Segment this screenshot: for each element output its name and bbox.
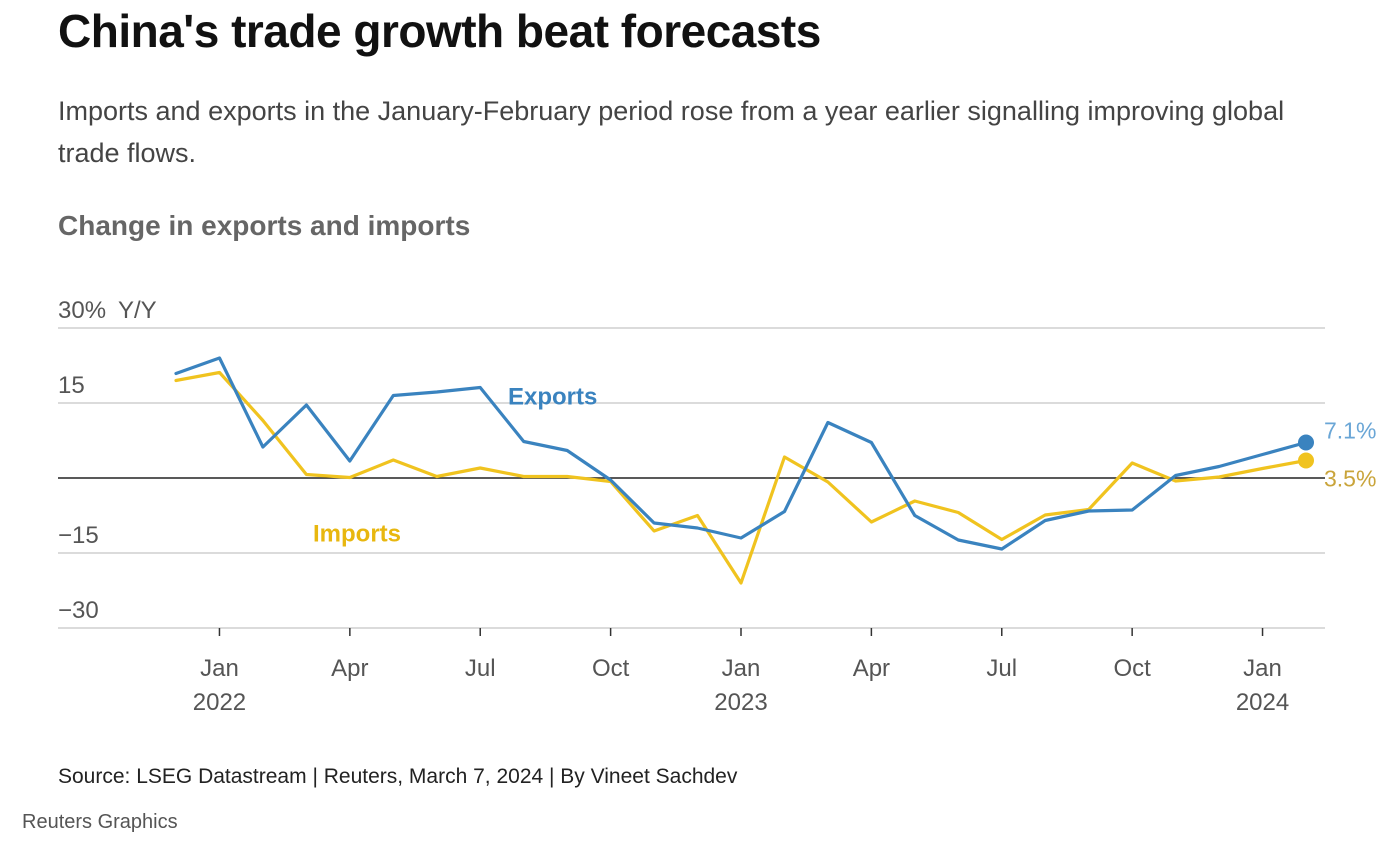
- x-tick-label: Jan: [200, 655, 239, 682]
- x-tick-label: Jul: [986, 655, 1017, 682]
- series-end-point-exports: [1298, 434, 1314, 451]
- page-title: China's trade growth beat forecasts: [58, 5, 821, 57]
- y-tick-label: −30: [58, 597, 99, 624]
- y-axis: Y/Y 30% 15 −15 −30: [58, 297, 157, 624]
- series-end-label-imports: 3.5%: [1324, 466, 1376, 492]
- x-tick-label: Jan: [722, 655, 761, 682]
- line-chart: Y/Y 30% 15 −15 −30 Jan 2022 Apr Jul Oct Jan 2023 A…: [58, 297, 1376, 716]
- x-axis: Jan 2022 Apr Jul Oct Jan 2023 Apr Jul Oct Jan 2024: [193, 628, 1289, 716]
- x-tick-label: Jan: [1243, 655, 1282, 682]
- y-tick-label: 30%: [58, 297, 106, 324]
- x-tick-label: Jul: [465, 655, 496, 682]
- x-tick-year-label: 2024: [1236, 689, 1289, 716]
- series-end-label-exports: 7.1%: [1324, 418, 1376, 444]
- series-end-point-imports: [1298, 452, 1314, 469]
- series-line-imports: [174, 370, 1308, 585]
- chart-title: Change in exports and imports: [58, 210, 471, 241]
- x-tick-year-label: 2023: [714, 689, 767, 716]
- y-tick-label: −15: [58, 522, 99, 549]
- series-labels: Exports Imports 7.1% 3.5%: [313, 384, 1376, 548]
- x-tick-year-label: 2022: [193, 689, 246, 716]
- grid-lines: [58, 327, 1325, 629]
- page-subtitle: Imports and exports in the January-Febru…: [58, 96, 1285, 168]
- series-name-label-imports: Imports: [313, 521, 401, 548]
- x-tick-label: Oct: [592, 655, 630, 682]
- series-name-label-exports: Exports: [508, 384, 597, 411]
- y-axis-unit-label: Y/Y: [118, 297, 157, 324]
- credit-note: Reuters Graphics: [22, 811, 178, 833]
- series-lines: [174, 356, 1314, 585]
- source-note: Source: LSEG Datastream | Reuters, March…: [58, 765, 738, 788]
- y-tick-label: 15: [58, 372, 85, 399]
- series-line-exports: [174, 356, 1308, 551]
- x-tick-label: Oct: [1113, 655, 1151, 682]
- x-tick-label: Apr: [853, 655, 890, 682]
- x-tick-label: Apr: [331, 655, 368, 682]
